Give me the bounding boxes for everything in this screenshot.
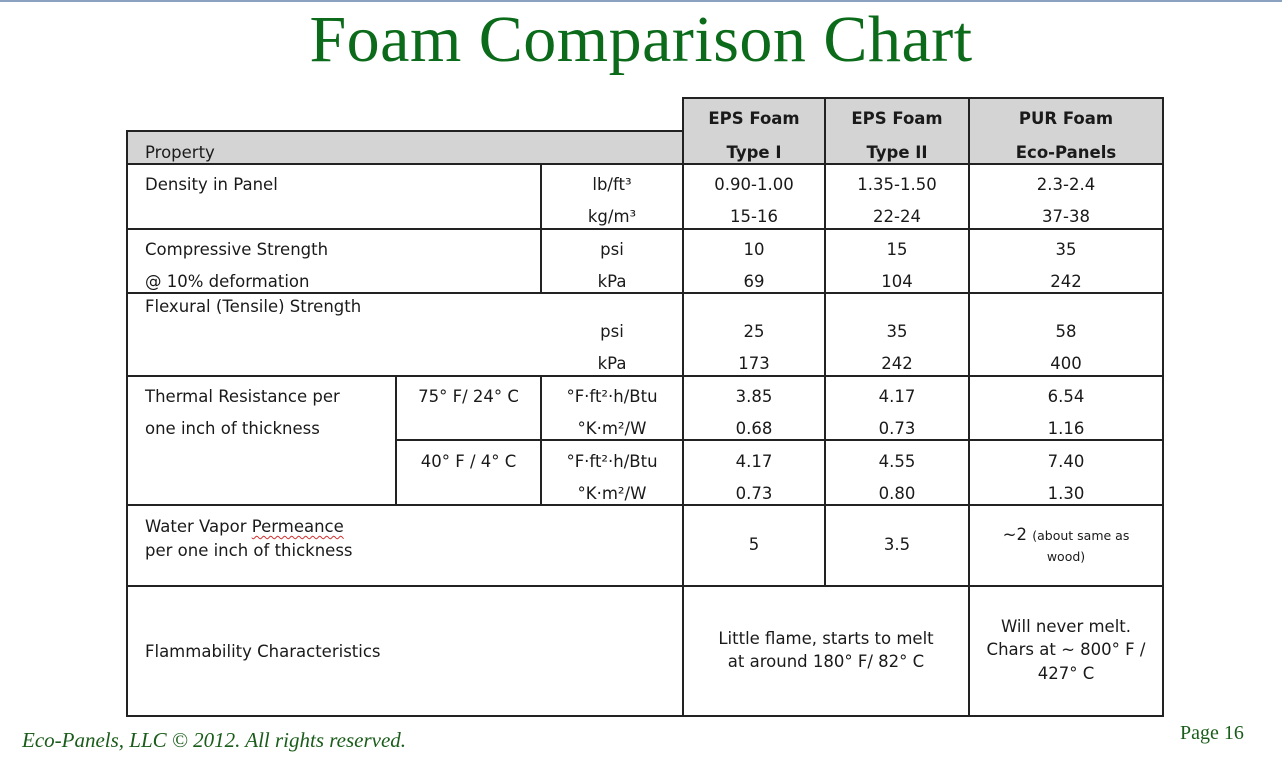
density-unit-metric: kg/m³ — [587, 207, 637, 226]
thermal-75-pur-metric: 1.16 — [1047, 419, 1085, 438]
thermal-75-eps2-metric: 0.73 — [878, 419, 916, 438]
flammability-pur-line3: 427° C — [1037, 664, 1095, 683]
flammability-eps-line2: at around 180° F/ 82° C — [727, 652, 925, 671]
thermal-temp-40f: 40° F / 4° C — [420, 452, 517, 471]
vapor-eps2: 3.5 — [883, 535, 911, 554]
vapor-label: Water Vapor Permeance — [145, 517, 344, 536]
flammability-pur-line2: Chars at ~ 800° F / — [986, 640, 1146, 659]
flammability-pur-line1: Will never melt. — [1000, 617, 1132, 636]
flexural-label: Flexural (Tensile) Strength — [145, 297, 362, 316]
flexural-unit-kpa: kPa — [597, 354, 627, 373]
header-col3-line2: Eco-Panels — [1015, 143, 1117, 162]
density-eps1-imperial: 0.90-1.00 — [714, 175, 794, 194]
thermal-unit-metric-a: °K·m²/W — [577, 419, 647, 438]
header-cols-bg — [683, 98, 1163, 164]
footer-copyright: Eco-Panels, LLC © 2012. All rights reser… — [22, 728, 407, 752]
flexural-pur-psi: 58 — [1055, 322, 1077, 341]
density-pur-imperial: 2.3-2.4 — [1036, 175, 1096, 194]
footer-page-number: Page 16 — [1180, 722, 1244, 744]
compressive-unit-psi: psi — [600, 240, 624, 259]
thermal-40-pur-imperial: 7.40 — [1047, 452, 1085, 471]
thermal-40-eps1-imperial: 4.17 — [735, 452, 773, 471]
flexural-pur-kpa: 400 — [1050, 354, 1082, 373]
thermal-75-eps2-imperial: 4.17 — [878, 387, 916, 406]
compressive-pur-kpa: 242 — [1050, 272, 1082, 291]
vapor-pur-line2: wood) — [1046, 549, 1086, 564]
thermal-unit-metric-b: °K·m²/W — [577, 484, 647, 503]
compressive-sublabel: @ 10% deformation — [145, 272, 310, 291]
density-label: Density in Panel — [145, 175, 278, 194]
density-pur-metric: 37-38 — [1042, 207, 1090, 226]
compressive-unit-kpa: kPa — [597, 272, 627, 291]
thermal-40-eps2-imperial: 4.55 — [878, 452, 916, 471]
header-col1-line1: EPS Foam — [708, 109, 800, 128]
flexural-eps1-psi: 25 — [743, 322, 765, 341]
flexural-eps2-kpa: 242 — [881, 354, 913, 373]
vapor-pur-line1: ~2 (about same as — [1002, 525, 1130, 544]
flexural-eps1-kpa: 173 — [738, 354, 770, 373]
compressive-label: Compressive Strength — [145, 240, 329, 259]
density-eps2-imperial: 1.35-1.50 — [857, 175, 937, 194]
density-eps1-metric: 15-16 — [730, 207, 778, 226]
thermal-40-pur-metric: 1.30 — [1047, 484, 1085, 503]
thermal-75-eps1-metric: 0.68 — [735, 419, 773, 438]
thermal-40-eps1-metric: 0.73 — [735, 484, 773, 503]
header-property: Property — [145, 143, 215, 162]
page-title: Foam Comparison Chart — [309, 3, 973, 76]
compressive-eps1-psi: 10 — [743, 240, 765, 259]
thermal-temp-75f: 75° F/ 24° C — [418, 387, 519, 406]
vapor-sublabel: per one inch of thickness — [145, 541, 353, 560]
flexural-unit-psi: psi — [600, 322, 624, 341]
compressive-eps2-psi: 15 — [886, 240, 908, 259]
thermal-40-eps2-metric: 0.80 — [878, 484, 916, 503]
density-unit-imperial: lb/ft³ — [592, 175, 632, 194]
thermal-sublabel: one inch of thickness — [145, 419, 320, 438]
compressive-eps2-kpa: 104 — [881, 272, 913, 291]
thermal-75-eps1-imperial: 3.85 — [735, 387, 773, 406]
header-col2-line1: EPS Foam — [851, 109, 943, 128]
header-col3-line1: PUR Foam — [1018, 109, 1114, 128]
flammability-label: Flammability Characteristics — [145, 642, 381, 661]
thermal-unit-imperial-b: °F·ft²·h/Btu — [566, 452, 658, 471]
vapor-eps1: 5 — [748, 535, 760, 554]
header-property-bg — [127, 131, 683, 164]
top-rule — [0, 0, 1282, 2]
flexural-eps2-psi: 35 — [886, 322, 908, 341]
header-col2-line2: Type II — [866, 143, 928, 162]
thermal-unit-imperial-a: °F·ft²·h/Btu — [566, 387, 658, 406]
compressive-pur-psi: 35 — [1055, 240, 1077, 259]
thermal-label: Thermal Resistance per — [145, 387, 340, 406]
compressive-eps1-kpa: 69 — [743, 272, 765, 291]
flammability-eps-line1: Little flame, starts to melt — [718, 629, 934, 648]
density-eps2-metric: 22-24 — [873, 207, 921, 226]
thermal-75-pur-imperial: 6.54 — [1047, 387, 1085, 406]
header-col1-line2: Type I — [726, 143, 782, 162]
